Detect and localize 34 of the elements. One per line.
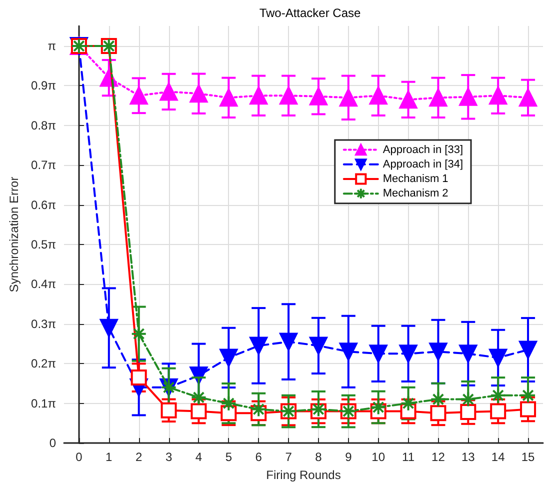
x-tick-label: 8 <box>315 450 322 464</box>
x-tick-label: 11 <box>402 450 415 464</box>
y-tick-label: 0.4π <box>31 277 56 292</box>
y-tick-label: 0 <box>49 436 56 450</box>
legend-label: Mechanism 2 <box>382 188 448 200</box>
x-tick-label: 4 <box>195 450 202 464</box>
legend-label: Approach in [33] <box>382 144 464 156</box>
y-tick-label: 0.8π <box>31 118 56 132</box>
y-tick-label: 0.7π <box>31 158 56 172</box>
x-tick-label: 0 <box>76 450 83 464</box>
chart-title: Two-Attacker Case <box>259 6 362 20</box>
x-tick-label: 12 <box>432 450 446 464</box>
y-tick-label: 0.5π <box>31 238 56 252</box>
y-axis-title: Synchronization Error <box>7 176 21 292</box>
x-tick-label: 9 <box>345 450 352 464</box>
x-tick-label: 10 <box>372 450 386 464</box>
x-tick-label: 14 <box>491 450 506 464</box>
x-tick-label: 7 <box>285 450 292 464</box>
y-tick-label: 0.9π <box>31 78 56 93</box>
x-tick-label: 1 <box>106 450 113 464</box>
x-tick-label: 2 <box>136 450 142 464</box>
legend-label: Mechanism 1 <box>382 173 448 185</box>
y-tick-label: 0.3π <box>31 316 56 331</box>
x-tick-label: 5 <box>225 450 232 464</box>
x-tick-label: 6 <box>255 450 262 464</box>
y-tick-label: π <box>48 39 56 54</box>
x-tick-label: 15 <box>521 450 536 464</box>
x-tick-label: 3 <box>165 450 172 464</box>
x-tick-label: 13 <box>461 450 476 464</box>
y-tick-label: 0.1π <box>31 396 56 410</box>
y-tick-label: 0.2π <box>31 356 56 371</box>
legend-label: Approach in [34] <box>382 158 464 170</box>
y-tick-label: 0.6π <box>31 198 56 212</box>
x-axis-title: Firing Rounds <box>266 468 341 482</box>
